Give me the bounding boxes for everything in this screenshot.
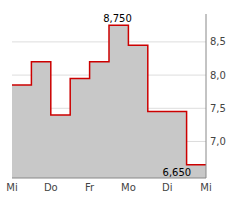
annotation: 8,750 — [103, 13, 132, 24]
x-tick-label: Do — [44, 182, 58, 193]
x-tick-label: Di — [162, 182, 172, 193]
x-tick-label: Mo — [121, 182, 136, 193]
x-tick-label: Mi — [200, 182, 211, 193]
y-tick-label: 8,0 — [210, 70, 226, 81]
x-tick-label: Fr — [85, 182, 95, 193]
y-tick-label: 7,5 — [210, 103, 226, 114]
y-tick-label: 8,5 — [210, 36, 226, 47]
line — [12, 25, 206, 164]
plot-area — [12, 25, 206, 178]
annotation: 6,650 — [163, 167, 192, 178]
y-axis-line — [206, 14, 207, 178]
area — [12, 25, 206, 178]
chart: 7,0 7,5 8,0 8,5 Mi Do Fr Mo Di Mi 8,750 6,650 — [0, 0, 240, 200]
y-tick-label: 7,0 — [210, 136, 226, 147]
x-tick-label: Mi — [6, 182, 17, 193]
